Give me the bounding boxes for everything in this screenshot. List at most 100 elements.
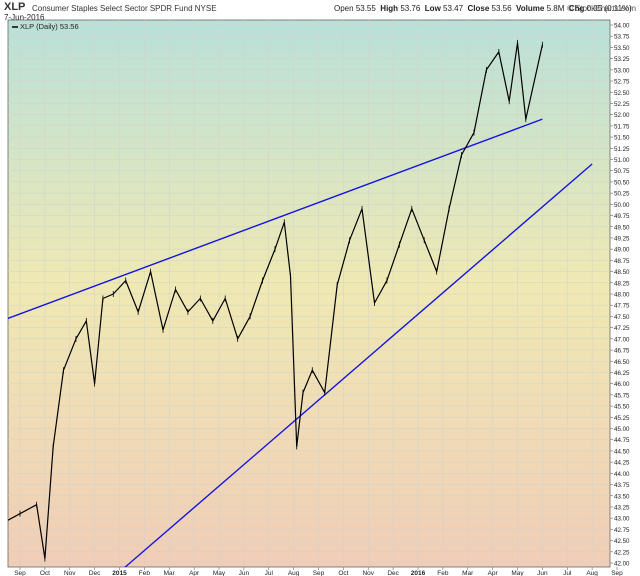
high-label: High	[380, 4, 399, 13]
y-tick-label: 49.25	[614, 235, 630, 242]
y-tick-label: 51.50	[614, 135, 630, 142]
x-tick-label: Feb	[437, 570, 449, 576]
exchange-label: NYSE	[194, 4, 217, 13]
trendlines	[8, 118, 593, 567]
x-tick-label: Jul	[563, 570, 572, 576]
y-tick-label: 51.00	[614, 157, 630, 164]
y-tick-label: 45.00	[614, 426, 630, 433]
y-axis: 42.00 42.25 42.50 42.75 43.00 43.25 43.50 43.75…	[610, 23, 630, 568]
y-tick-label: 46.25	[614, 370, 630, 377]
y-tick-label: 53.75	[614, 34, 630, 41]
legend-label: XLP (Daily) 53.56	[20, 22, 79, 31]
y-tick-label: 51.25	[614, 146, 630, 153]
y-tick-label: 52.00	[614, 112, 630, 119]
low-label: Low	[424, 4, 441, 13]
y-tick-label: 45.75	[614, 392, 630, 399]
ticker-symbol: XLP	[4, 1, 26, 13]
chg-label: Chg	[568, 4, 585, 13]
x-tick-label: Oct	[338, 570, 348, 576]
y-tick-label: 42.25	[614, 549, 630, 556]
open-label: Open	[334, 4, 354, 13]
y-tick-label: 52.75	[614, 79, 630, 86]
y-tick-label: 48.00	[614, 292, 630, 299]
y-tick-label: 49.50	[614, 224, 630, 231]
y-tick-label: 48.50	[614, 269, 630, 276]
y-tick-label: 50.25	[614, 191, 630, 198]
y-tick-label: 44.75	[614, 437, 630, 444]
x-tick-label: Jul	[265, 570, 274, 576]
x-tick-label: Dec	[89, 570, 101, 576]
price-line	[8, 42, 543, 560]
y-tick-label: 43.75	[614, 482, 630, 489]
y-tick-label: 50.75	[614, 168, 630, 175]
trendline	[8, 118, 543, 320]
x-tick-label: Sep	[611, 570, 623, 576]
y-tick-label: 44.00	[614, 471, 630, 478]
x-tick-label: Jun	[239, 570, 250, 576]
close-label: Close	[467, 4, 490, 13]
y-tick-label: 43.50	[614, 493, 630, 500]
y-tick-label: 53.25	[614, 56, 630, 63]
volume-label: Volume	[516, 4, 545, 13]
y-tick-label: 46.50	[614, 359, 630, 366]
x-tick-label: May	[511, 570, 524, 576]
y-tick-label: 49.75	[614, 213, 630, 220]
y-tick-label: 43.25	[614, 504, 630, 511]
y-tick-label: 50.50	[614, 179, 630, 186]
x-tick-label: Sep	[313, 570, 325, 576]
close-value: 53.56	[491, 4, 512, 13]
x-tick-label: Sep	[14, 570, 26, 576]
x-tick-label: 2016	[411, 570, 426, 576]
x-tick-label: Feb	[139, 570, 151, 576]
plot-background	[7, 19, 611, 568]
y-tick-label: 47.75	[614, 303, 630, 310]
open-value: 53.55	[355, 4, 376, 13]
y-tick-label: 52.25	[614, 101, 630, 108]
x-tick-label: Mar	[462, 570, 474, 576]
y-tick-label: 48.75	[614, 258, 630, 265]
y-tick-label: 46.00	[614, 381, 630, 388]
ohlc-readout: Open 53.55 High 53.76 Low 53.47 Close 53…	[334, 4, 632, 13]
y-tick-label: 50.00	[614, 202, 630, 209]
x-tick-label: Nov	[64, 570, 76, 576]
y-tick-label: 47.00	[614, 336, 630, 343]
y-tick-label: 45.25	[614, 415, 630, 422]
fund-name: Consumer Staples Select Sector SPDR Fund…	[32, 4, 217, 13]
x-tick-label: Jun	[537, 570, 548, 576]
volume-value: 5.8M	[546, 4, 565, 13]
stockcharts-credit: © StockCharts.com	[566, 4, 636, 13]
fund-name-text: Consumer Staples Select Sector SPDR Fund	[32, 4, 193, 13]
y-tick-label: 44.25	[614, 460, 630, 467]
x-tick-label: Nov	[362, 570, 374, 576]
y-tick-label: 52.50	[614, 90, 630, 97]
y-tick-label: 54.00	[614, 23, 630, 30]
y-tick-label: 47.25	[614, 325, 630, 332]
x-tick-label: Aug	[586, 570, 598, 576]
x-axis: Sep Oct Nov Dec 2015 Feb Mar Apr May Jun Jul Aug Sep…	[14, 567, 623, 576]
high-value: 53.76	[400, 4, 421, 13]
y-tick-label: 43.00	[614, 516, 630, 523]
trendline	[124, 163, 593, 567]
low-value: 53.47	[443, 4, 464, 13]
y-tick-label: 45.50	[614, 404, 630, 411]
chg-value: 0.05 (0.11%)	[586, 4, 632, 13]
legend: XLP (Daily) 53.56	[12, 22, 79, 31]
y-tick-label: 42.75	[614, 527, 630, 534]
y-tick-label: 47.50	[614, 314, 630, 321]
x-tick-label: Aug	[288, 570, 300, 576]
y-tick-label: 46.75	[614, 348, 630, 355]
y-tick-label: 51.75	[614, 123, 630, 130]
chart-date: 7-Jun-2016	[4, 13, 45, 22]
y-tick-label: 44.50	[614, 448, 630, 455]
x-tick-label: Apr	[488, 570, 499, 576]
y-tick-label: 48.25	[614, 280, 630, 287]
x-tick-label: Apr	[189, 570, 200, 576]
grid	[8, 20, 618, 567]
y-tick-label: 49.00	[614, 247, 630, 254]
y-tick-label: 42.00	[614, 561, 630, 568]
x-tick-label: May	[213, 570, 226, 576]
x-tick-label: Mar	[164, 570, 176, 576]
y-tick-label: 42.50	[614, 538, 630, 545]
x-tick-label: Dec	[387, 570, 399, 576]
